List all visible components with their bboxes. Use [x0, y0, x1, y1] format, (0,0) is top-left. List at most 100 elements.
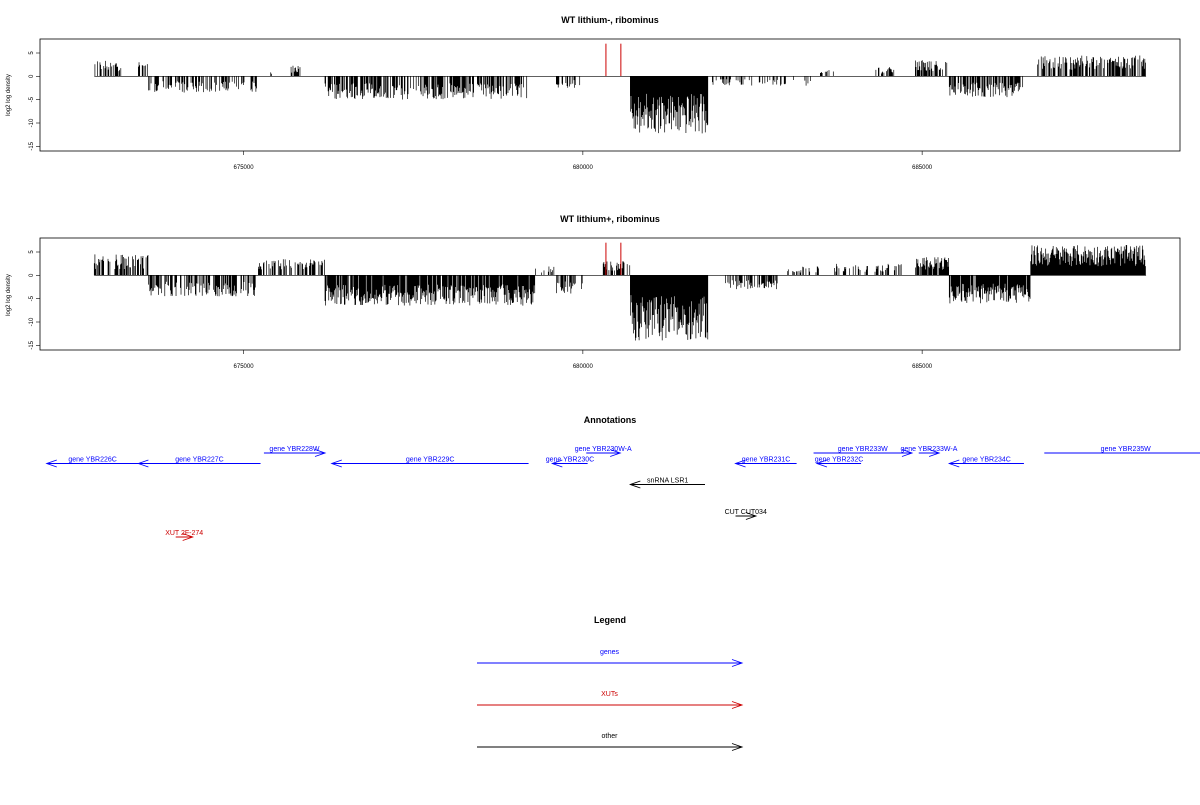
feature-label: gene YBR234C: [962, 457, 1011, 464]
feature-label: gene YBR227C: [175, 457, 224, 464]
feature-label: snRNA LSR1: [647, 478, 688, 485]
plot-frame: [39, 237, 1181, 351]
density-bars: [94, 55, 1146, 134]
legend: Legend genes XUTs other: [477, 615, 744, 751]
legend-label: genes: [600, 649, 620, 656]
density-bar-segment: [1037, 55, 1146, 77]
feature-arrow: gene YBR233W: [813, 446, 914, 457]
density-bar-segment: [138, 62, 148, 77]
density-bar-segment: [290, 65, 301, 77]
red-spikes: [605, 242, 622, 276]
density-bar-segment: [602, 261, 631, 276]
feature-arrow: gene YBR232C: [815, 457, 864, 468]
x-tick-label: 685000: [912, 165, 933, 171]
feature-arrow: snRNA LSR1: [628, 478, 705, 489]
feature-arrow: gene YBR230W-A: [575, 446, 632, 457]
density-bar-segment: [148, 275, 256, 297]
axes: 5 0 -5 -10 -15 675000 680000 685000: [29, 38, 1181, 171]
legend-item: XUTs: [477, 691, 744, 709]
feature-label: gene YBR230C: [546, 457, 595, 464]
density-bar-segment: [915, 257, 950, 276]
panel-title: WT lithium-, ribominus: [561, 15, 659, 25]
density-bar-segment: [258, 259, 325, 276]
feature-arrow: XUT 2F-274: [165, 530, 203, 541]
feature-arrow: gene YBR235W: [1044, 446, 1200, 454]
feature-arrow: CUT CUT034: [725, 509, 767, 520]
y-tick-label: -15: [29, 340, 35, 349]
y-tick-label: -5: [29, 295, 35, 301]
density-bar-segment: [1030, 245, 1146, 276]
feature-arrow: gene YBR229C: [330, 457, 529, 468]
legend-label: other: [602, 733, 619, 740]
y-tick-label: -10: [29, 317, 35, 326]
density-bar-segment: [834, 263, 902, 276]
red-spikes: [605, 43, 622, 77]
density-bar-segment: [820, 70, 834, 77]
feature-label: gene YBR229C: [406, 457, 455, 464]
feature-label: gene YBR230W-A: [575, 446, 632, 453]
density-bar-segment: [556, 76, 581, 88]
density-panel-lithium-plus: WT lithium+, ribominus log2 log density …: [6, 214, 1181, 370]
feature-label: CUT CUT034: [725, 509, 767, 516]
y-axis-label: log2 log density: [6, 274, 12, 316]
feature-arrow: gene YBR231C: [734, 457, 797, 468]
y-tick-label: 0: [29, 74, 35, 78]
y-tick-label: 5: [29, 51, 35, 55]
feature-arrow: gene YBR230C: [546, 457, 595, 468]
y-tick-label: 5: [29, 250, 35, 254]
density-bar-segment: [787, 266, 819, 276]
x-tick-label: 680000: [573, 364, 594, 370]
annotations-track: Annotations gene YBR226C gene YBR227Cgene…: [45, 415, 1200, 541]
density-bar-segment: [948, 76, 1024, 98]
feature-arrow: gene YBR233W-A: [900, 446, 958, 457]
y-tick-label: -15: [29, 141, 35, 150]
density-bar-segment: [875, 67, 895, 77]
density-bar-segment: [535, 266, 555, 276]
legend-label: XUTs: [601, 691, 618, 698]
feature-label: gene YBR233W: [838, 446, 888, 453]
legend-item: genes: [477, 649, 744, 667]
density-bar-segment: [270, 72, 272, 77]
density-bar-segment: [712, 76, 811, 86]
density-bar-segment: [915, 60, 948, 77]
y-tick-label: -10: [29, 118, 35, 127]
feature-arrows: gene YBR226C gene YBR227C gene YBR228W gene…: [45, 446, 1200, 541]
density-bar-segment: [556, 275, 583, 294]
feature-label: XUT 2F-274: [165, 530, 203, 537]
feature-label: gene YBR233W-A: [900, 446, 957, 453]
x-tick-label: 680000: [573, 165, 594, 171]
density-panel-lithium-minus: WT lithium-, ribominus log2 log density …: [6, 15, 1181, 171]
feature-label: gene YBR231C: [742, 457, 791, 464]
legend-title: Legend: [594, 615, 626, 625]
axes: 5 0 -5 -10 -15 675000 680000 685000: [29, 237, 1181, 370]
feature-label: gene YBR228W: [269, 446, 319, 453]
feature-arrow: gene YBR227C: [137, 457, 261, 468]
feature-label: gene YBR232C: [815, 457, 864, 464]
feature-label: gene YBR235W: [1101, 446, 1151, 453]
density-bars: [93, 245, 1146, 341]
density-bar-segment: [324, 76, 528, 100]
y-tick-label: 0: [29, 273, 35, 277]
feature-arrow: gene YBR228W: [263, 446, 327, 457]
density-bar-segment: [725, 275, 778, 290]
legend-items: genes XUTs other: [477, 649, 744, 751]
feature-arrow: gene YBR234C: [947, 457, 1024, 468]
y-axis-label: log2 log density: [6, 74, 12, 116]
plot-frame: [39, 38, 1181, 152]
density-bar-segment: [93, 254, 149, 276]
x-tick-label: 675000: [234, 364, 255, 370]
x-tick-label: 685000: [912, 364, 933, 370]
density-bar-segment: [324, 275, 536, 306]
density-bar-segment: [948, 275, 1031, 304]
density-bar-segment: [148, 76, 257, 93]
x-tick-label: 675000: [234, 165, 255, 171]
feature-label: gene YBR226C: [68, 457, 117, 464]
annotations-title: Annotations: [584, 415, 637, 425]
panel-title: WT lithium+, ribominus: [560, 214, 660, 224]
density-bar-segment: [94, 60, 122, 77]
feature-arrow: gene YBR226C: [45, 457, 139, 468]
legend-item: other: [477, 733, 744, 751]
y-tick-label: -5: [29, 96, 35, 102]
